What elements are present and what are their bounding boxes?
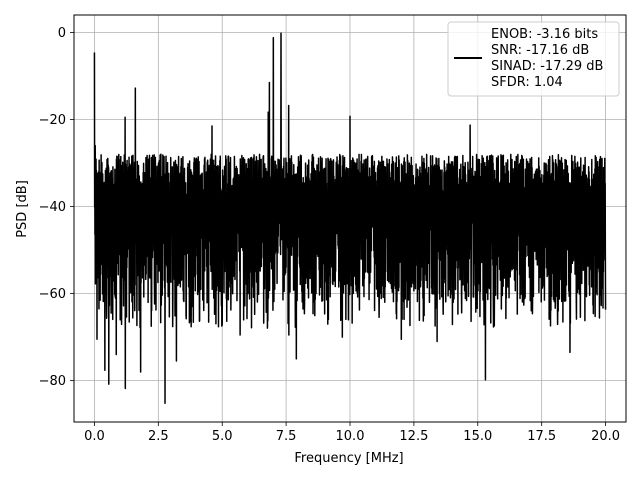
x-tick-label: 17.5 <box>527 429 556 444</box>
y-tick-label: −40 <box>39 200 66 215</box>
legend-entry-line: SFDR: 1.04 <box>491 75 563 90</box>
x-tick-label: 0.0 <box>84 429 105 444</box>
x-tick-label: 12.5 <box>399 429 428 444</box>
x-tick-label: 20.0 <box>591 429 620 444</box>
y-tick-label: −60 <box>39 287 66 302</box>
x-tick-label: 5.0 <box>212 429 233 444</box>
legend-box <box>447 21 620 97</box>
y-axis: 0 −20 −40 −60 −80 <box>39 26 74 389</box>
x-axis-label: Frequency [MHz] <box>294 451 403 466</box>
x-tick-label: 15.0 <box>463 429 492 444</box>
x-axis: 0.0 2.5 5.0 7.5 10.0 12.5 15.0 17.5 20.0 <box>84 422 620 444</box>
x-tick-label: 10.0 <box>336 429 365 444</box>
y-tick-label: −80 <box>39 374 66 389</box>
y-tick-label: 0 <box>58 26 66 41</box>
y-tick-label: −20 <box>39 113 66 128</box>
legend-entry-line: SNR: -17.16 dB <box>491 43 589 58</box>
plot-area <box>93 32 607 405</box>
legend-entry-line: ENOB: -3.16 bits <box>491 27 598 42</box>
legend-entry-line: SINAD: -17.29 dB <box>491 59 603 74</box>
x-tick-label: 2.5 <box>148 429 169 444</box>
y-axis-label: PSD [dB] <box>15 180 30 238</box>
x-tick-label: 7.5 <box>276 429 297 444</box>
